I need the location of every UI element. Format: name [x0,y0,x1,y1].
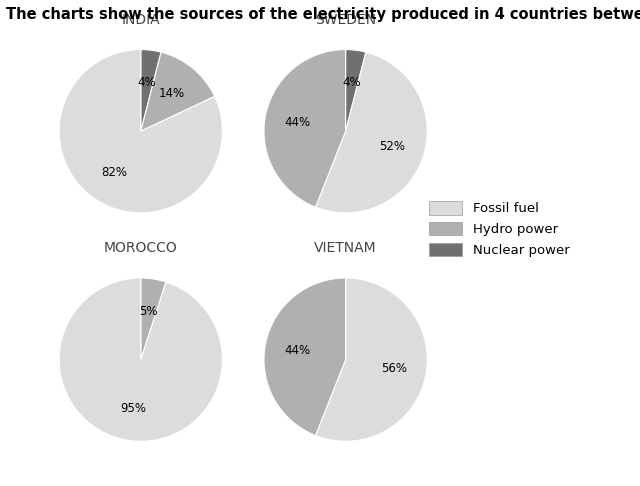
Wedge shape [141,52,214,131]
Wedge shape [141,50,161,131]
Text: 44%: 44% [284,116,310,128]
Text: 4%: 4% [342,76,361,89]
Wedge shape [316,278,428,441]
Text: 56%: 56% [381,363,407,375]
Legend: Fossil fuel, Hydro power, Nuclear power: Fossil fuel, Hydro power, Nuclear power [429,201,570,257]
Title: INDIA: INDIA [122,13,160,27]
Wedge shape [346,50,366,131]
Wedge shape [141,278,166,360]
Text: 4%: 4% [138,76,156,89]
Text: The charts show the sources of the electricity produced in 4 countries between 2: The charts show the sources of the elect… [6,7,640,22]
Title: MOROCCO: MOROCCO [104,241,178,255]
Title: SWEDEN: SWEDEN [315,13,376,27]
Wedge shape [316,52,428,213]
Wedge shape [59,278,223,441]
Wedge shape [264,50,346,207]
Text: 14%: 14% [159,87,185,100]
Wedge shape [264,278,346,435]
Text: 82%: 82% [102,166,127,179]
Text: 44%: 44% [284,344,310,357]
Text: 95%: 95% [120,401,146,415]
Title: VIETNAM: VIETNAM [314,241,377,255]
Wedge shape [59,50,223,213]
Text: 52%: 52% [379,140,405,153]
Text: 5%: 5% [140,305,157,318]
